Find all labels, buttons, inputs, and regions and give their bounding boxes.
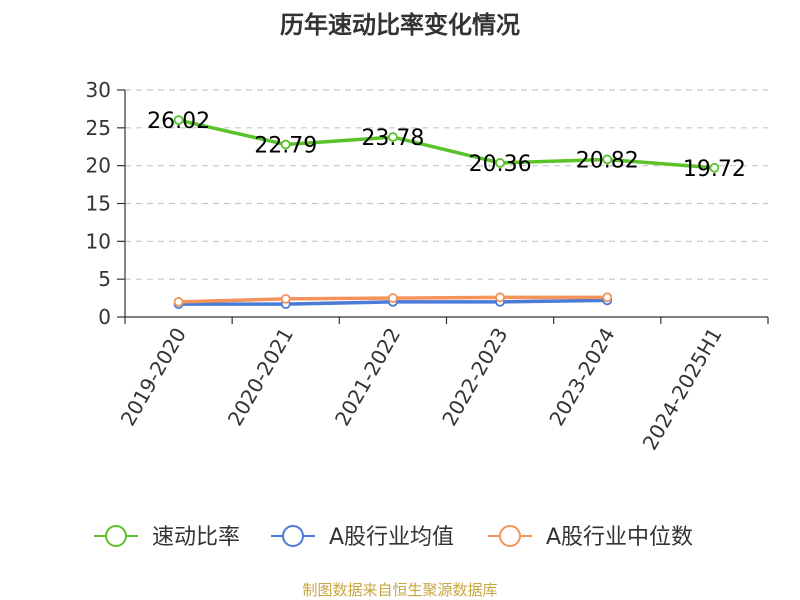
data-label: 19.72 — [683, 157, 746, 182]
y-tick-label: 10 — [86, 229, 111, 253]
data-point — [495, 158, 505, 168]
data-labels: 26.02 22.79 23.78 20.36 20.82 19.72 — [147, 109, 746, 182]
x-tick-label: 2022-2023 — [437, 324, 512, 430]
x-tick-label: 2021-2022 — [330, 324, 405, 430]
x-tick-label: 2020-2021 — [223, 324, 298, 430]
legend-item-1: A股行业均值 — [271, 525, 454, 550]
y-tick-label: 0 — [98, 305, 111, 329]
x-tick-label: 2019-2020 — [116, 324, 191, 430]
legend-item-2: A股行业中位数 — [488, 525, 693, 550]
legend-item-0: 速动比率 — [94, 525, 240, 550]
axes: 0 5 10 15 20 25 30 2019-2020 2020-2021 2021-2022 2… — [86, 78, 769, 454]
y-tick-label: 20 — [86, 154, 111, 178]
y-tick-label: 15 — [86, 192, 111, 216]
data-point — [709, 162, 720, 173]
x-tick-label: 2024-2025H1 — [638, 324, 727, 454]
y-tick-label: 30 — [86, 78, 111, 102]
data-point — [602, 292, 613, 303]
legend-marker — [282, 525, 304, 547]
y-tick-label: 5 — [98, 267, 111, 291]
legend-label: 速动比率 — [152, 525, 240, 550]
chart-title: 历年速动比率变化情况 — [280, 11, 520, 39]
data-point — [173, 296, 184, 307]
series-line-0 — [178, 118, 715, 170]
legend-marker — [105, 525, 127, 547]
legend-label: A股行业中位数 — [546, 525, 693, 550]
series — [173, 115, 720, 310]
data-point — [388, 293, 398, 303]
legend-label: A股行业均值 — [329, 525, 454, 550]
x-tick-label: 2023-2024 — [544, 324, 619, 430]
data-point — [280, 293, 291, 304]
legend: 速动比率 A股行业均值 A股行业中位数 — [94, 525, 693, 550]
data-label: 20.36 — [469, 152, 532, 177]
data-point — [388, 132, 398, 142]
data-label: 20.82 — [576, 148, 639, 173]
data-point — [173, 115, 184, 126]
data-point — [280, 139, 291, 150]
data-label: 23.78 — [361, 126, 424, 151]
grid — [125, 89, 768, 280]
data-label: 22.79 — [254, 134, 317, 159]
legend-marker — [499, 525, 521, 547]
data-label: 26.02 — [147, 109, 210, 134]
source-note: 制图数据来自恒生聚源数据库 — [302, 581, 497, 599]
data-point — [495, 292, 505, 303]
y-tick-label: 25 — [86, 116, 111, 140]
data-point — [602, 154, 613, 165]
